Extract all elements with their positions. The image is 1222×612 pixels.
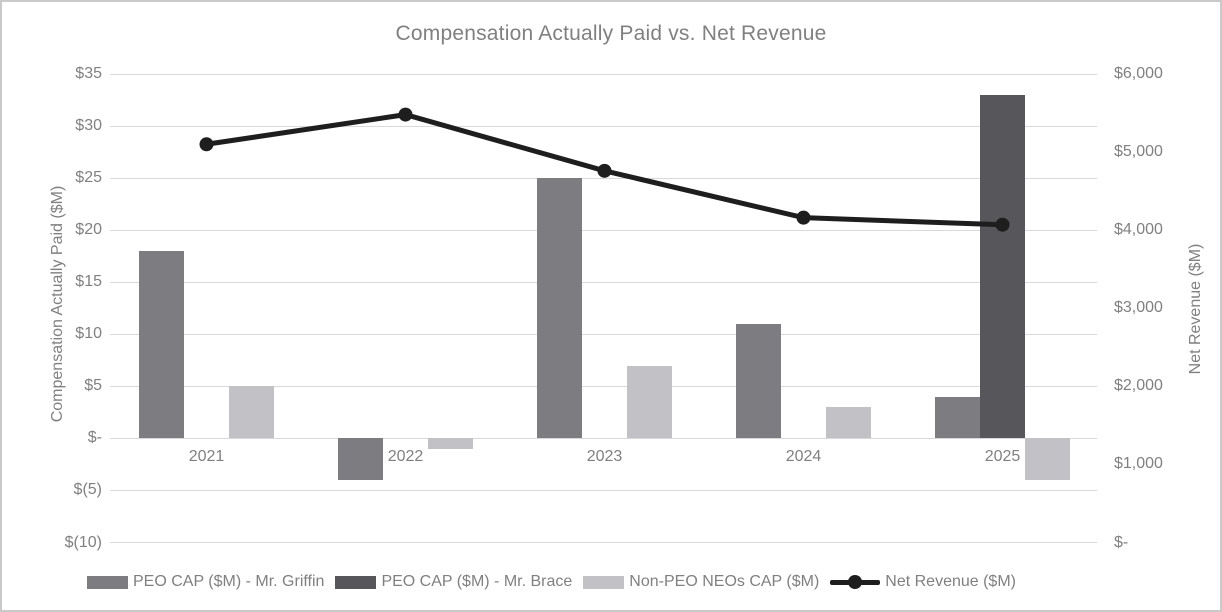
left-axis-tick-label: $(5) (73, 481, 102, 499)
gridline (110, 281, 1097, 283)
chart-title: Compensation Actually Paid vs. Net Reven… (395, 22, 827, 45)
legend-label: PEO CAP ($M) - Mr. Brace (381, 573, 573, 590)
x-axis-label: 2025 (984, 448, 1021, 465)
legend: PEO CAP ($M) - Mr. Griffin PEO CAP ($M) -… (87, 568, 1147, 596)
net-revenue-point (199, 137, 214, 152)
right-axis-tick-label: $2,000 (1114, 377, 1163, 395)
bar (826, 407, 871, 439)
left-axis-tick-label: $35 (75, 65, 102, 82)
bar (980, 94, 1025, 439)
legend-swatch (583, 575, 625, 589)
x-axis-label: 2021 (188, 448, 225, 465)
x-axis-label: 2024 (785, 448, 822, 465)
legend-label: PEO CAP ($M) - Mr. Griffin (133, 573, 325, 590)
bar (736, 323, 781, 439)
bar (537, 178, 582, 439)
left-axis-tick-label: $15 (75, 273, 102, 291)
left-axis-tick-label: $(10) (64, 533, 102, 551)
legend-item: PEO CAP ($M) - Mr. Griffin (87, 573, 324, 591)
right-axis-tick-label: $6,000 (1114, 65, 1163, 82)
bar (1025, 438, 1070, 481)
left-axis-tick-label: $10 (75, 325, 102, 343)
bar (139, 250, 184, 439)
legend-swatch (335, 575, 377, 589)
gridline (110, 385, 1097, 387)
left-axis-tick-label: $25 (75, 169, 102, 187)
x-axis-label: 2023 (586, 448, 623, 465)
legend-line-marker (830, 575, 881, 589)
gridline (110, 542, 1097, 543)
left-axis-tick-label: $- (87, 429, 102, 447)
legend-item: PEO CAP ($M) - Mr. Brace (335, 573, 572, 591)
legend-label: Net Revenue ($M) (885, 573, 1016, 590)
left-axis-tick-label: $30 (75, 117, 102, 135)
left-axis-tick-label: $20 (75, 221, 102, 239)
gridline (110, 73, 1097, 75)
gridline (110, 125, 1097, 127)
gridline (110, 437, 1097, 439)
legend-item: Net Revenue ($M) (830, 573, 1016, 591)
bar (428, 438, 473, 449)
bar (935, 396, 980, 439)
right-axis-tick-label: $5,000 (1114, 143, 1163, 161)
gridline (110, 229, 1097, 231)
x-axis-label: 2022 (387, 448, 424, 465)
gridline (110, 333, 1097, 335)
right-axis-tick-label: $- (1114, 533, 1129, 551)
net-revenue-point (995, 217, 1010, 232)
bar (229, 386, 274, 439)
bar (338, 438, 383, 481)
gridline (110, 489, 1097, 491)
legend-item: Non-PEO NEOs CAP ($M) (583, 573, 819, 591)
right-axis-tick-label: $3,000 (1114, 299, 1163, 317)
right-axis-tick-label: $1,000 (1114, 455, 1163, 473)
gridline (110, 177, 1097, 179)
legend-label: Non-PEO NEOs CAP ($M) (629, 573, 820, 590)
net-revenue-point (597, 163, 612, 178)
legend-swatch (87, 575, 128, 589)
right-axis-tick-label: $4,000 (1114, 221, 1163, 239)
bar (627, 365, 672, 439)
net-revenue-point (398, 107, 413, 122)
left-axis-tick-label: $5 (84, 377, 102, 395)
legend-line-dot (848, 575, 863, 589)
net-revenue-point (796, 210, 811, 225)
